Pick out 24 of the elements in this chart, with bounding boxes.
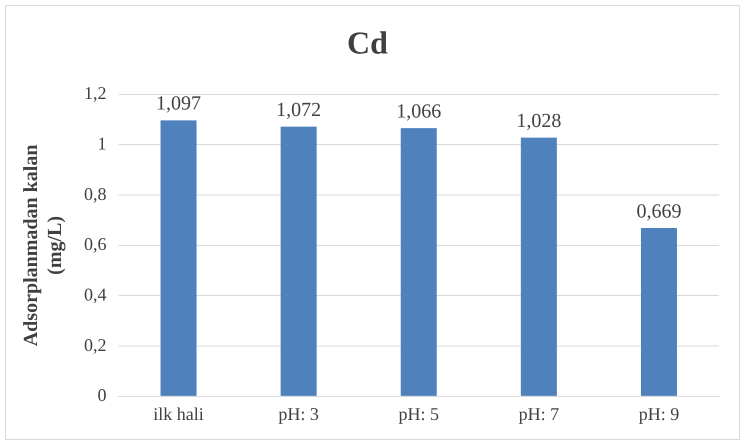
data-label: 1,028 [516, 110, 562, 132]
x-tick-label: pH: 7 [518, 404, 560, 424]
y-axis-title: Adsorplanmadan kalan (mg/L) [20, 144, 66, 346]
y-tick-label: 1 [98, 133, 106, 154]
x-tick-label: ilk hali [153, 404, 204, 424]
x-tick-label: pH: 3 [278, 404, 319, 424]
bar [400, 128, 437, 396]
y-tick-label: 0,8 [84, 184, 106, 204]
data-label: 1,097 [156, 92, 202, 115]
data-label: 1,072 [276, 98, 322, 121]
chart-title: Cd [347, 24, 388, 60]
y-tick-label: 0,2 [84, 334, 106, 355]
data-label: 0,669 [636, 200, 682, 222]
x-tick-label: pH: 5 [398, 404, 439, 424]
bar [280, 126, 317, 396]
bar [520, 138, 557, 396]
data-label: 1,066 [396, 100, 442, 122]
bar [640, 228, 677, 396]
y-tick-label: 1,2 [84, 83, 106, 104]
x-tick-label: pH: 9 [638, 404, 680, 424]
y-tick-label: 0,4 [84, 284, 106, 304]
y-tick-label: 0 [98, 385, 106, 406]
y-tick-label: 0,6 [84, 234, 106, 254]
bar [160, 120, 197, 396]
